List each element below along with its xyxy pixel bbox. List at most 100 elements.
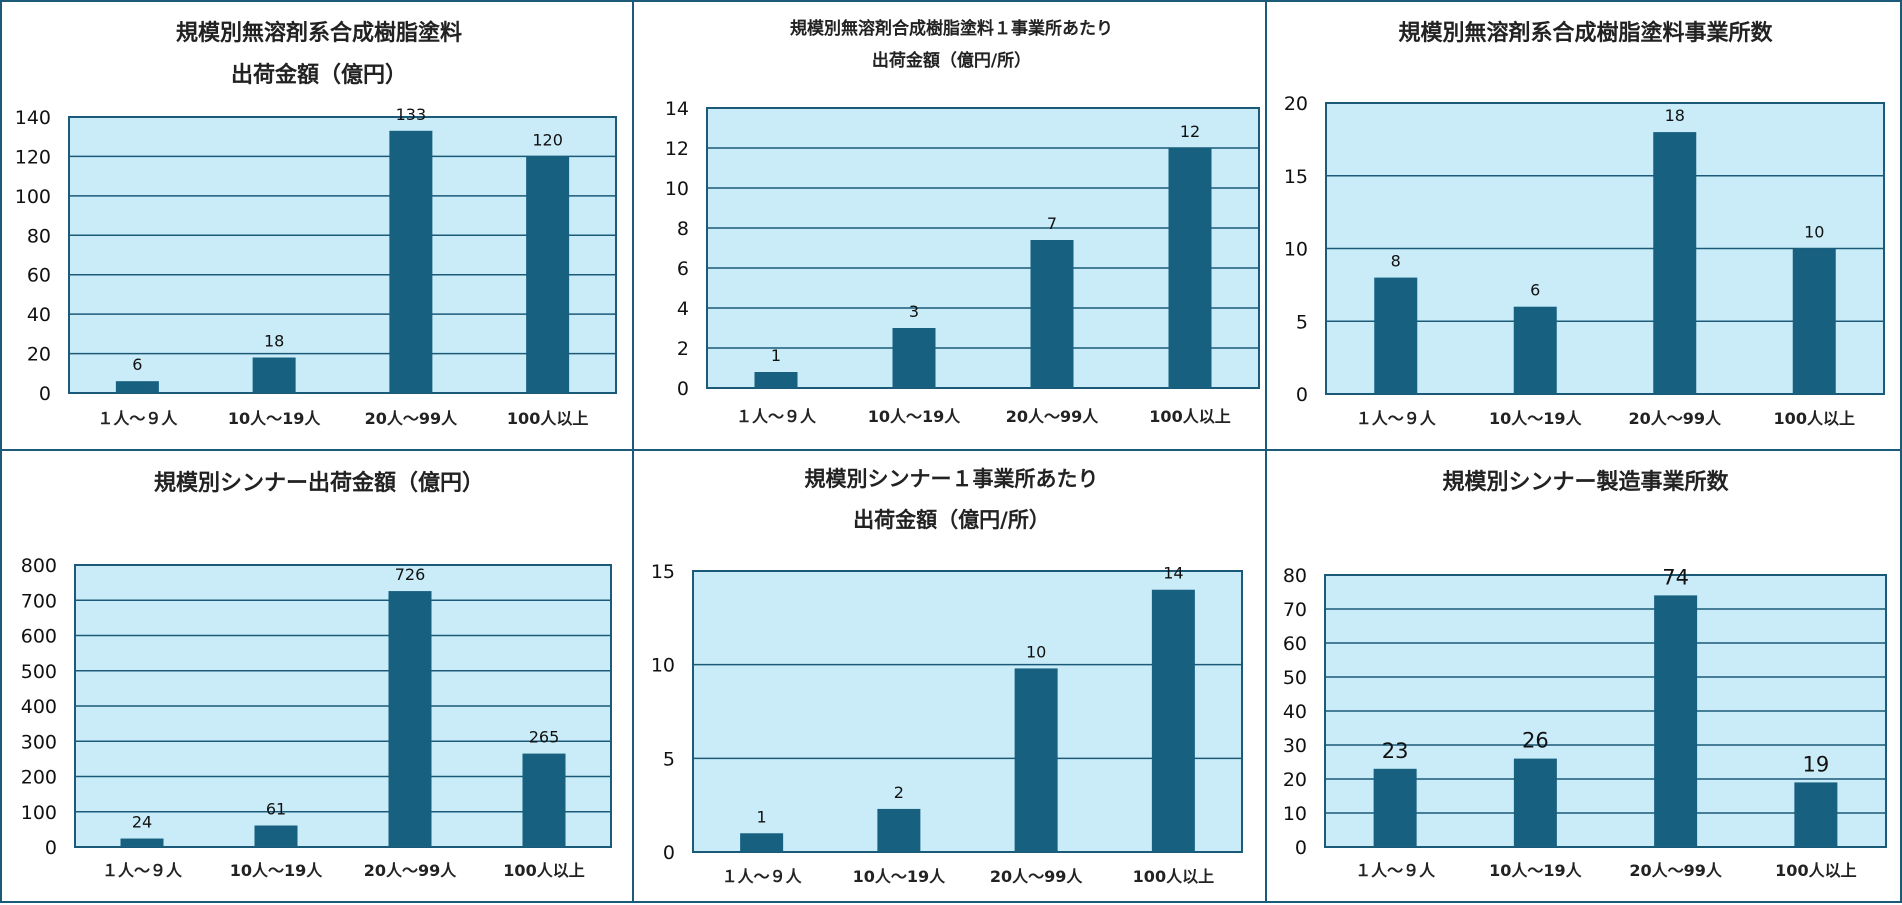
y-tick-label: 100 — [15, 186, 51, 208]
y-tick-label: 80 — [1283, 565, 1307, 587]
data-label: 61 — [266, 799, 286, 818]
data-label: 12 — [1180, 122, 1200, 141]
bar — [1513, 758, 1557, 847]
chart-panel-2: 規模別無溶剤合成樹脂塗料１事業所あたり 出荷金額（億円/所） 0 2 4 6 8 10 12 14… — [632, 0, 1267, 451]
bar — [740, 833, 784, 852]
x-category-label: 10人～19人 — [1489, 861, 1583, 880]
y-tick-label: 300 — [21, 731, 57, 753]
bar — [388, 591, 432, 847]
chart-panel-3: 規模別無溶剤系合成樹脂塗料事業所数 0 5 10 15 20 8 １人～９人 6 10人～19人 1… — [1265, 0, 1902, 451]
data-label: 74 — [1662, 565, 1689, 589]
chart-title: 規模別無溶剤系合成樹脂塗料事業所数 — [1398, 20, 1773, 46]
chart-panel-4: 規模別シンナー出荷金額（億円） 0 100 200 300 400 500 600 700 800… — [0, 449, 634, 903]
bar — [1373, 768, 1417, 847]
chart-title: 出荷金額（億円/所） — [872, 50, 1031, 71]
y-tick-label: 40 — [1283, 701, 1307, 723]
bar — [1792, 248, 1836, 394]
y-tick-label: 30 — [1283, 735, 1307, 757]
y-tick-label: 600 — [21, 626, 57, 648]
y-tick-label: 4 — [677, 298, 689, 320]
y-tick-label: 20 — [1284, 93, 1308, 115]
y-tick-label: 140 — [15, 107, 51, 129]
bar — [877, 808, 921, 852]
x-category-label: 10人～19人 — [228, 409, 322, 428]
x-category-label: 20人～99人 — [990, 867, 1084, 886]
bar — [1151, 589, 1195, 852]
bar — [1513, 306, 1557, 394]
bar — [1374, 277, 1418, 394]
data-label: 23 — [1382, 739, 1409, 763]
y-tick-label: 20 — [27, 344, 51, 366]
y-tick-label: 10 — [1283, 803, 1307, 825]
data-label: 265 — [529, 728, 560, 747]
x-category-label: 10人～19人 — [868, 407, 962, 426]
chart-6-svg: 規模別シンナー製造事業所数 0 10 20 30 40 50 60 70 80 23 １人～９人 26 1… — [1283, 469, 1887, 880]
y-tick-label: 8 — [677, 218, 689, 240]
data-label: 2 — [894, 783, 904, 802]
y-tick-label: 10 — [1284, 239, 1308, 261]
x-category-label: １人～９人 — [736, 407, 817, 426]
bar — [1654, 595, 1698, 847]
bar — [115, 381, 159, 393]
x-category-label: １人～９人 — [102, 861, 183, 880]
y-tick-label: 200 — [21, 767, 57, 789]
y-tick-label: 60 — [1283, 633, 1307, 655]
x-category-label: 10人～19人 — [853, 867, 947, 886]
bar — [1014, 668, 1058, 852]
x-category-label: 100人以上 — [1774, 409, 1855, 428]
y-tick-label: 80 — [27, 225, 51, 247]
y-tick-label: 120 — [15, 146, 51, 168]
x-category-label: 20人～99人 — [1629, 861, 1723, 880]
data-label: 1 — [757, 807, 767, 826]
x-category-label: 20人～99人 — [1628, 409, 1722, 428]
y-tick-label: 10 — [665, 178, 689, 200]
y-tick-label: 12 — [665, 138, 689, 160]
plot-area — [692, 570, 1243, 853]
y-tick-label: 6 — [677, 258, 689, 280]
chart-title: 規模別シンナー１事業所あたり — [805, 467, 1099, 491]
x-category-label: 10人～19人 — [230, 861, 324, 880]
bar — [254, 825, 298, 847]
y-tick-label: 400 — [21, 696, 57, 718]
data-label: 120 — [532, 130, 563, 149]
x-category-label: 10人～19人 — [1489, 409, 1583, 428]
chart-title: 規模別無溶剤系合成樹脂塗料 — [176, 20, 462, 46]
bar — [1030, 240, 1074, 388]
chart-4-svg: 規模別シンナー出荷金額（億円） 0 100 200 300 400 500 600 700 800… — [21, 470, 612, 880]
data-label: 6 — [1530, 281, 1540, 300]
x-category-label: １人～９人 — [722, 867, 803, 886]
data-label: 6 — [132, 355, 142, 374]
y-tick-label: 50 — [1283, 667, 1307, 689]
data-label: 26 — [1522, 729, 1549, 753]
data-label: 18 — [264, 332, 284, 351]
bar — [526, 156, 570, 393]
bar — [522, 753, 566, 847]
x-category-label: １人～９人 — [1356, 409, 1437, 428]
data-label: 8 — [1391, 252, 1401, 271]
chart-title: 規模別無溶剤合成樹脂塗料１事業所あたり — [790, 18, 1113, 39]
y-tick-label: 5 — [1296, 311, 1308, 333]
x-category-label: 20人～99人 — [364, 861, 458, 880]
data-label: 19 — [1803, 752, 1830, 776]
data-label: 10 — [1026, 642, 1046, 661]
y-tick-label: 500 — [21, 661, 57, 683]
y-tick-label: 20 — [1283, 769, 1307, 791]
x-category-label: １人～９人 — [1355, 861, 1436, 880]
chart-title: 規模別シンナー出荷金額（億円） — [154, 470, 484, 496]
y-tick-label: 70 — [1283, 599, 1307, 621]
bar — [120, 838, 164, 847]
data-label: 133 — [396, 105, 427, 124]
data-label: 7 — [1047, 214, 1057, 233]
data-label: 10 — [1804, 223, 1824, 242]
bar — [1794, 782, 1838, 847]
x-category-label: 20人～99人 — [365, 409, 459, 428]
y-tick-label: 10 — [651, 655, 675, 677]
y-tick-label: 60 — [27, 265, 51, 287]
y-tick-label: 15 — [651, 561, 675, 583]
y-tick-label: 0 — [45, 837, 57, 859]
y-tick-label: 700 — [21, 590, 57, 612]
plot-area — [706, 107, 1260, 389]
data-label: 3 — [909, 302, 919, 321]
